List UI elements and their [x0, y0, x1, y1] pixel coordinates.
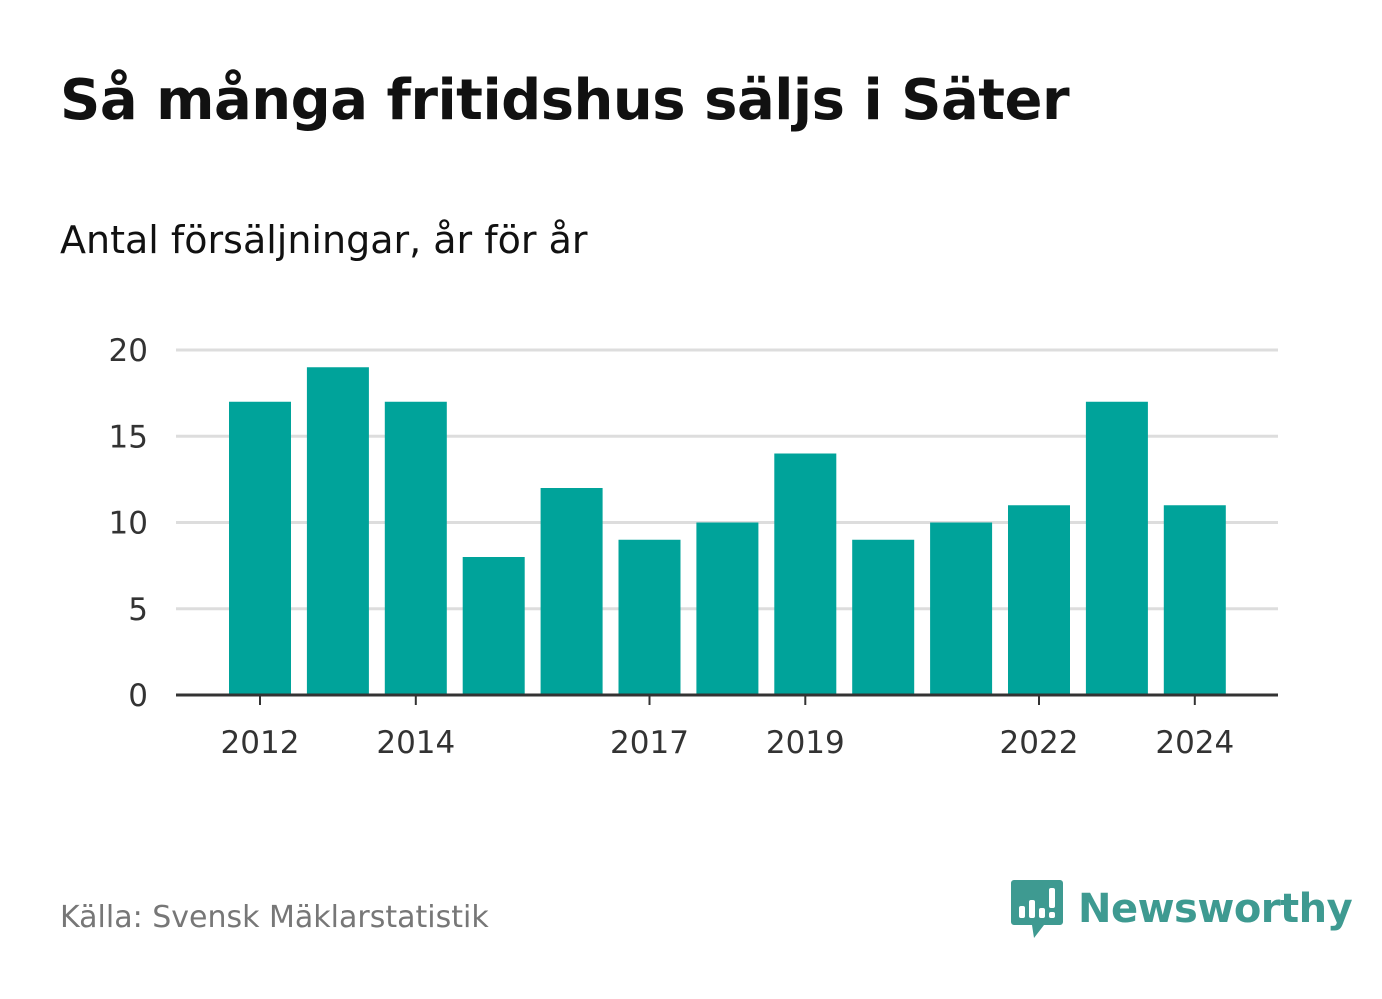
chart-title: Så många fritidshus säljs i Säter — [60, 68, 1070, 133]
brand-name: Newsworthy — [1078, 886, 1353, 932]
y-tick-label: 0 — [128, 678, 148, 714]
x-tick-label: 2017 — [610, 725, 689, 761]
bar-2023 — [1085, 401, 1148, 695]
bar-2024 — [1163, 505, 1226, 695]
x-tick-label: 2024 — [1155, 725, 1234, 761]
y-tick-label: 5 — [128, 592, 148, 628]
bar-2018 — [696, 522, 759, 695]
bar-2012 — [229, 401, 291, 695]
bar-2022 — [1008, 505, 1070, 695]
bar-2021 — [930, 522, 993, 695]
chart-subtitle: Antal försäljningar, år för år — [60, 218, 588, 262]
source-note: Källa: Svensk Mäklarstatistik — [60, 900, 489, 935]
x-tick-label: 2022 — [1000, 725, 1079, 761]
bar-chart: 0 5 10 15 20 2012 2014 2017 2019 2022 2024 — [109, 333, 1278, 761]
bar-2013 — [306, 367, 369, 695]
bar-2015 — [462, 557, 525, 695]
bar-2019 — [774, 453, 837, 695]
bar-2017 — [618, 539, 681, 695]
bar-chart-speech-bubble-icon — [1011, 880, 1063, 938]
y-tick-label: 10 — [109, 506, 148, 542]
bar-2016 — [540, 488, 603, 695]
bar-2014 — [384, 401, 447, 695]
bar-2020 — [852, 539, 915, 695]
brand-logo: Newsworthy — [1010, 878, 1353, 940]
y-tick-label: 20 — [109, 333, 148, 369]
x-tick-label: 2014 — [376, 725, 455, 761]
x-tick-label: 2012 — [221, 725, 300, 761]
x-tick-label: 2019 — [766, 725, 845, 761]
y-tick-label: 15 — [109, 419, 148, 455]
